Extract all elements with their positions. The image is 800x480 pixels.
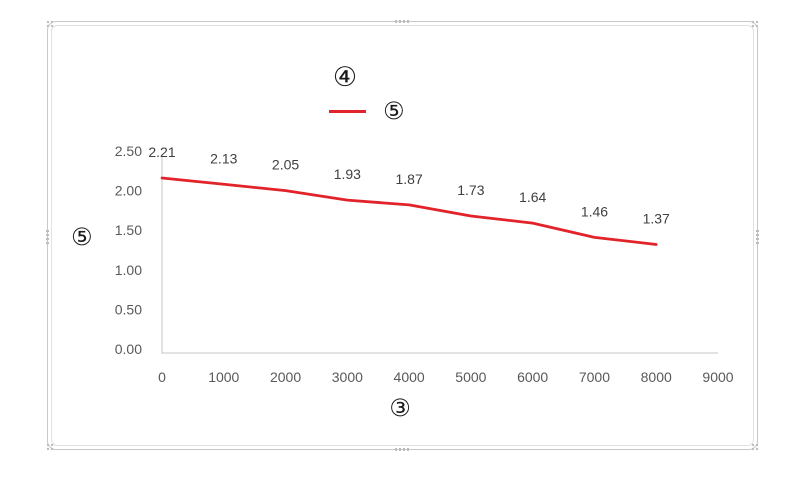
x-tick-label: 2000 [270,369,301,385]
x-tick-label: 4000 [394,369,425,385]
legend-line-marker [329,109,366,113]
y-tick-label: 1.00 [115,262,142,278]
legend-label: ⑤ [383,97,405,125]
chart-title: ④ [332,62,358,93]
x-tick-label: 0 [158,369,166,385]
data-label: 1.93 [334,166,361,182]
chart-container[interactable]: ④ ⑤ ⑤ ③ 0.00 0.50 1.00 1.50 2.00 2.50 0 1000 200… [46,20,759,451]
axis-lines [161,155,718,354]
x-tick-label: 3000 [332,369,363,385]
data-label: 2.21 [148,144,175,160]
resize-handle-top-left[interactable] [46,20,54,28]
resize-handle-right[interactable] [756,227,759,244]
x-axis-title: ③ [389,394,411,422]
x-tick-label: 7000 [579,369,610,385]
resize-handle-bottom-right[interactable] [751,443,759,451]
resize-handle-bottom[interactable] [394,448,411,451]
y-tick-label: 0.50 [115,301,142,317]
y-tick-label: 2.50 [115,143,142,159]
y-axis-title: ⑤ [71,223,93,251]
x-tick-label: 5000 [455,369,486,385]
legend: ⑤ [329,98,405,124]
data-label: 2.13 [210,150,237,166]
x-tick-label: 6000 [517,369,548,385]
x-tick-label: 1000 [208,369,239,385]
data-label: 2.05 [272,157,299,173]
y-tick-label: 0.00 [115,341,142,357]
data-label: 1.87 [395,171,422,187]
data-label: 1.73 [457,182,484,198]
data-label: 1.37 [643,210,670,226]
data-label: 1.64 [519,189,546,205]
resize-handle-left[interactable] [46,227,49,244]
resize-handle-bottom-left[interactable] [46,443,54,451]
data-line-series[interactable] [160,176,658,246]
resize-handle-top[interactable] [394,20,411,23]
y-tick-label: 1.50 [115,222,142,238]
resize-handle-top-right[interactable] [751,20,759,28]
x-tick-label: 8000 [641,369,672,385]
x-tick-label: 9000 [702,369,733,385]
data-label: 1.46 [581,203,608,219]
plot-area: 0.00 0.50 1.00 1.50 2.00 2.50 0 1000 2000 3000 400… [115,143,734,385]
y-tick-label: 2.00 [115,183,142,199]
